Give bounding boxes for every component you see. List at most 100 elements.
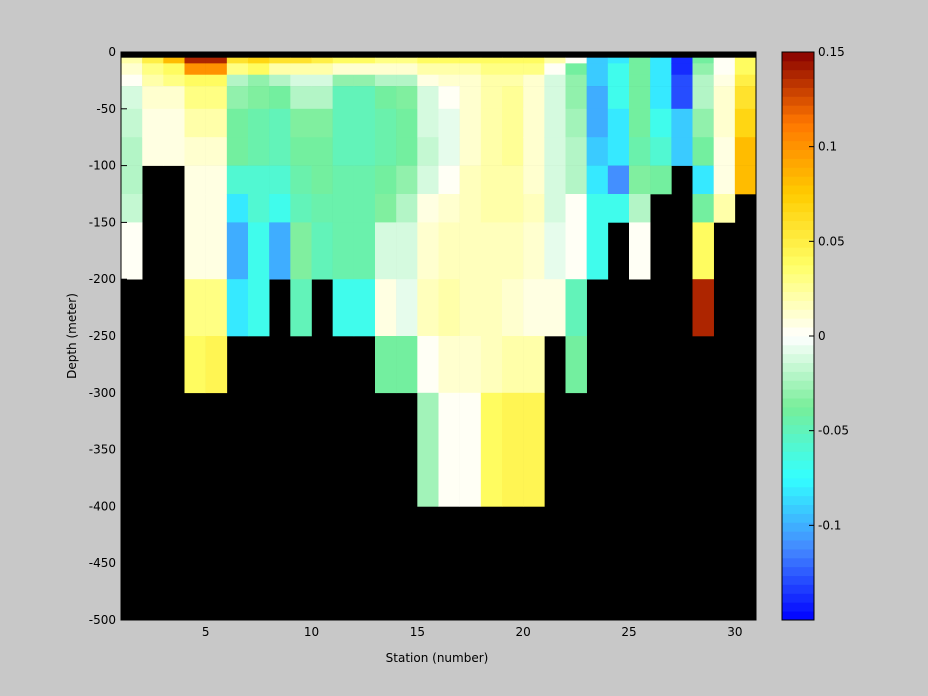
heatmap-cell: [353, 165, 376, 195]
colorbar-step: [782, 469, 814, 479]
heatmap-cell: [375, 86, 397, 110]
heatmap-cell: [248, 57, 270, 64]
heatmap-cell: [480, 137, 503, 166]
y-tick-label: -150: [89, 215, 116, 229]
heatmap-cell: [311, 57, 333, 64]
colorbar-step: [782, 327, 814, 337]
heatmap-cell: [438, 222, 460, 280]
colorbar-step: [782, 167, 814, 177]
colorbar-step: [782, 389, 814, 399]
colorbar-step: [782, 486, 814, 497]
heatmap-cell: [248, 137, 270, 166]
heatmap-cell: [480, 57, 503, 64]
colorbar-step: [782, 540, 814, 550]
heatmap-cell: [650, 63, 672, 76]
heatmap-cell: [565, 336, 587, 394]
heatmap-cell: [269, 74, 291, 87]
heatmap-cell: [713, 194, 736, 223]
heatmap-cell: [142, 86, 164, 110]
heatmap-cell: [459, 86, 482, 110]
colorbar-step: [782, 220, 814, 230]
y-tick-label: 0: [108, 45, 116, 59]
heatmap-cell: [438, 194, 460, 223]
heatmap-cell: [692, 165, 714, 195]
colorbar-step: [782, 229, 814, 239]
heatmap-cell: [226, 222, 249, 280]
heatmap-cell: [650, 57, 672, 64]
heatmap-cell: [226, 63, 249, 76]
heatmap-cell: [142, 63, 164, 76]
heatmap-cell: [459, 74, 482, 87]
colorbar-tick-label: 0.1: [818, 140, 837, 154]
x-tick-label: 20: [516, 625, 531, 639]
heatmap-cell: [375, 63, 397, 76]
heatmap-cell: [586, 63, 609, 76]
heatmap-cell: [586, 137, 609, 166]
heatmap-cell: [544, 86, 566, 110]
heatmap-cell: [480, 108, 503, 138]
heatmap-cell: [417, 194, 439, 223]
heatmap-cell: [290, 108, 312, 138]
heatmap-cell: [353, 279, 376, 337]
heatmap-cell: [586, 108, 609, 138]
heatmap-cell: [438, 165, 460, 195]
heatmap-cell: [502, 86, 524, 110]
heatmap-cell: [163, 74, 185, 87]
heatmap-cell: [396, 194, 418, 223]
heatmap-cell: [269, 63, 291, 76]
colorbar-step: [782, 495, 814, 506]
heatmap-cell: [459, 279, 482, 337]
heatmap-cell: [459, 57, 482, 64]
heatmap-cell: [142, 108, 164, 138]
heatmap-cell: [459, 194, 482, 223]
heatmap-cell: [459, 222, 482, 280]
heatmap-cell: [713, 63, 736, 76]
heatmap-cell: [417, 86, 439, 110]
heatmap-cell: [417, 222, 439, 280]
heatmap-cell: [544, 165, 566, 195]
heatmap-cell: [502, 74, 524, 87]
heatmap-cell: [121, 57, 143, 64]
heatmap-cell: [629, 74, 651, 87]
heatmap-cell: [290, 222, 312, 280]
heatmap-cell: [205, 74, 228, 87]
heatmap-cell: [184, 86, 206, 110]
colorbar-step: [782, 575, 814, 585]
heatmap-cell: [121, 165, 143, 195]
heatmap-cell: [734, 165, 757, 195]
heatmap-cell: [184, 108, 206, 138]
heatmap-cell: [375, 137, 397, 166]
heatmap-cell: [607, 63, 630, 76]
heatmap-cell: [121, 63, 143, 76]
heatmap-cell: [332, 194, 355, 223]
colorbar-step: [782, 282, 814, 293]
colorbar-step: [782, 273, 814, 284]
heatmap-cell: [332, 222, 355, 280]
heatmap-cell: [121, 137, 143, 166]
heatmap-cell: [121, 86, 143, 110]
heatmap-cell: [184, 165, 206, 195]
colorbar-step: [782, 380, 814, 390]
heatmap-cell: [163, 63, 185, 76]
heatmap-cell: [713, 137, 736, 166]
colorbar-step: [782, 398, 814, 408]
heatmap-cell: [417, 108, 439, 138]
heatmap-cell: [269, 57, 291, 64]
colorbar-step: [782, 415, 814, 426]
heatmap-cell: [396, 336, 418, 394]
heatmap-cell: [671, 63, 693, 76]
heatmap-cell: [248, 194, 270, 223]
heatmap-cell: [290, 165, 312, 195]
heatmap-cell: [502, 137, 524, 166]
heatmap-cell: [353, 222, 376, 280]
heatmap-cell: [396, 137, 418, 166]
heatmap-cell: [586, 222, 609, 280]
heatmap-cell: [544, 137, 566, 166]
heatmap-cell: [396, 86, 418, 110]
heatmap-cell: [438, 74, 460, 87]
heatmap-cell: [459, 108, 482, 138]
heatmap-cell: [205, 279, 228, 337]
heatmap-cell: [480, 86, 503, 110]
heatmap-cell: [692, 279, 714, 337]
heatmap-cell: [692, 137, 714, 166]
